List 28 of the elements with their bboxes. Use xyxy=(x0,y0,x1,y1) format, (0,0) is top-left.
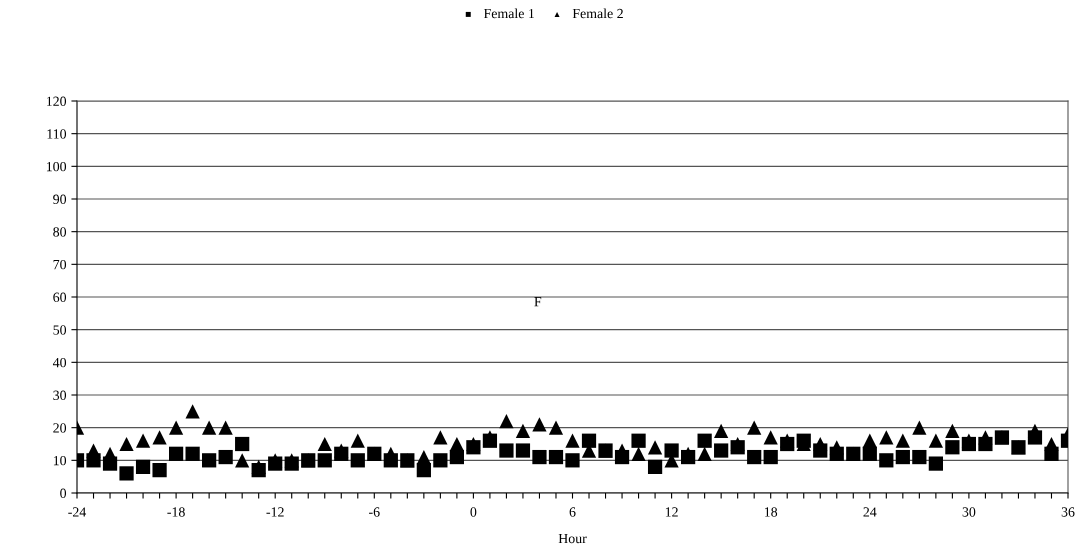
y-tick-label: 70 xyxy=(53,259,67,270)
legend-label: Female 1 xyxy=(483,8,534,19)
x-tick-label: 30 xyxy=(962,507,976,517)
y-tick-label: 20 xyxy=(53,423,67,433)
y-tick-label: 110 xyxy=(47,129,67,139)
x-tick-label: 12 xyxy=(665,507,678,517)
y-tick-label: 60 xyxy=(53,292,67,302)
y-tick-label: 90 xyxy=(53,194,67,204)
x-tick-label: 24 xyxy=(863,507,877,517)
x-tick-label: -24 xyxy=(68,507,87,517)
annotation: F xyxy=(534,297,542,307)
y-tick-label: 50 xyxy=(53,325,67,335)
x-tick-label: -6 xyxy=(369,507,380,517)
x-tick-label: -18 xyxy=(167,507,185,517)
x-tick-label: 0 xyxy=(470,507,477,517)
y-tick-label: 10 xyxy=(53,455,67,466)
x-tick-label: 18 xyxy=(764,507,778,517)
x-tick-label: -12 xyxy=(266,507,284,517)
legend-label: Female 2 xyxy=(572,8,623,19)
y-tick-label: 30 xyxy=(53,390,67,400)
x-tick-label: 6 xyxy=(569,507,576,517)
x-axis-title: Hour xyxy=(558,533,587,544)
y-tick-label: 80 xyxy=(53,227,67,237)
y-tick-label: 0 xyxy=(60,488,67,498)
y-tick-label: 40 xyxy=(52,357,67,368)
y-tick-label: 100 xyxy=(46,161,67,172)
y-tick-label: 120 xyxy=(46,96,67,106)
x-tick-label: 36 xyxy=(1061,507,1075,517)
